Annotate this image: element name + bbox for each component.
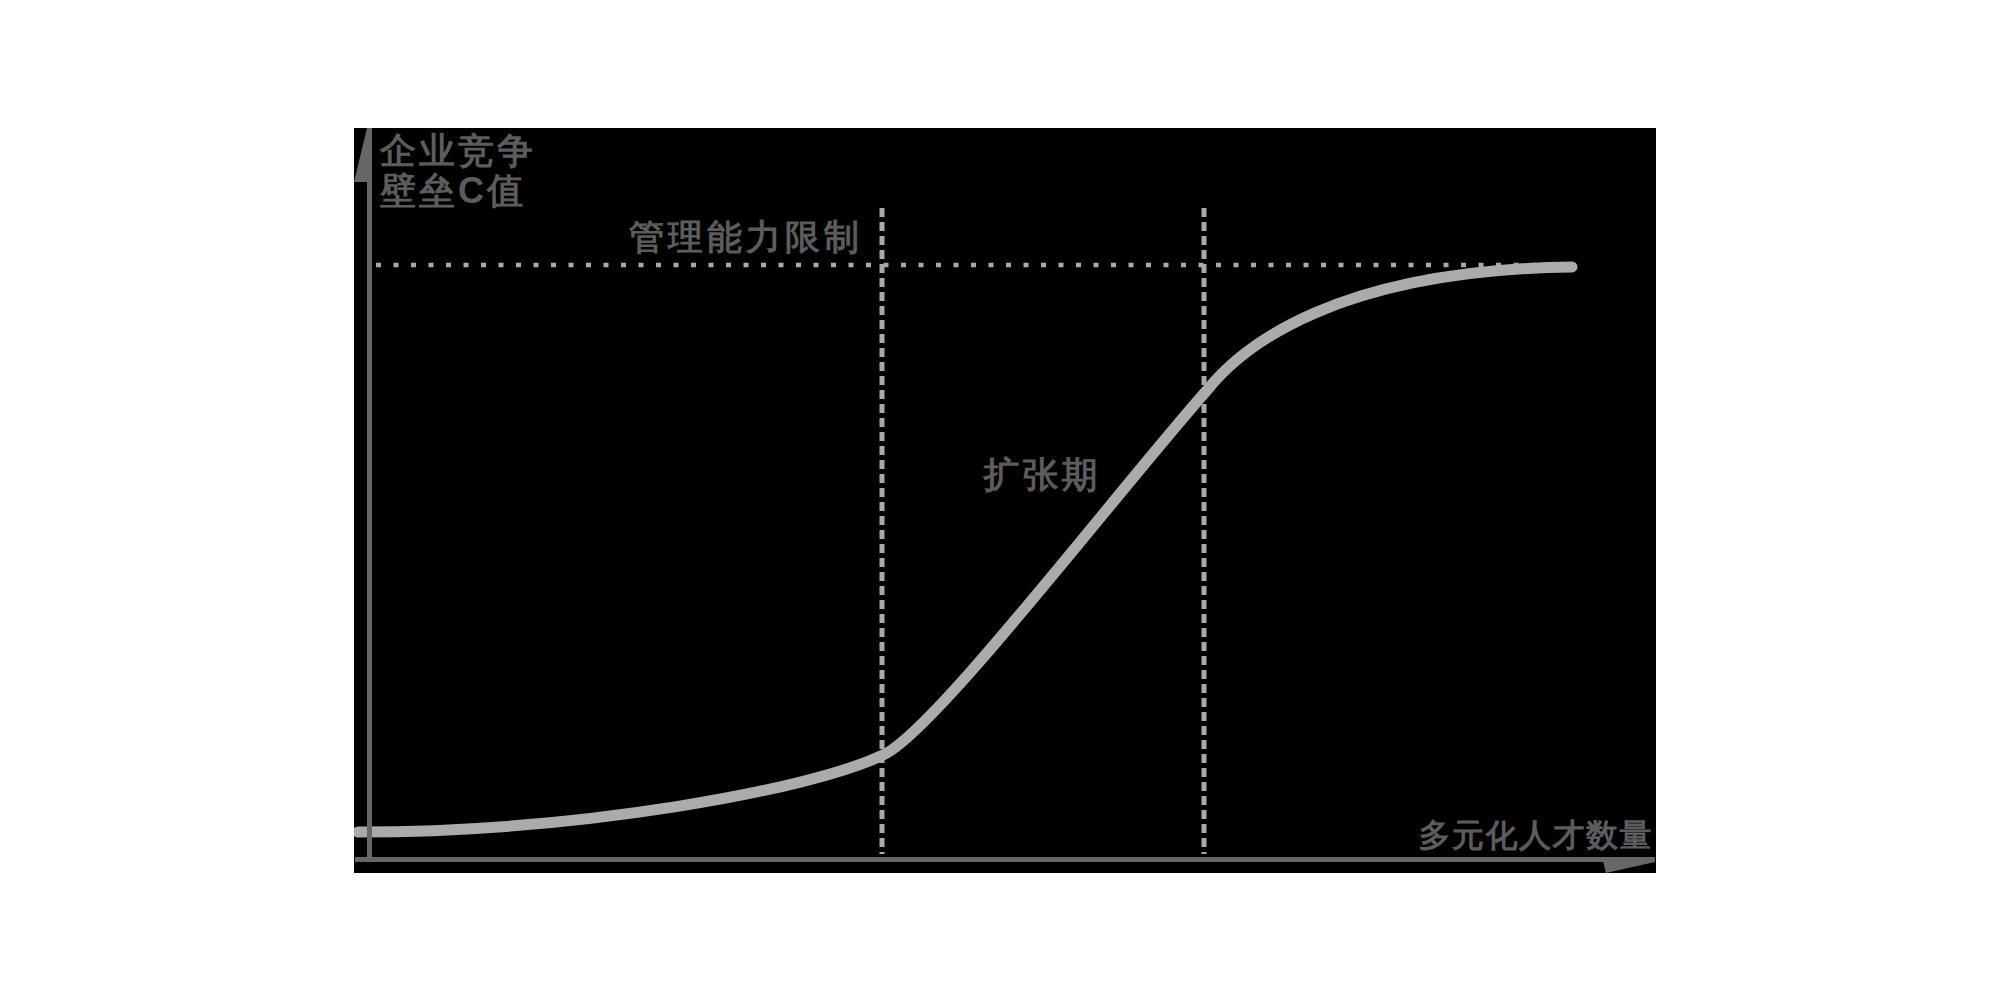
sigmoid-curve	[358, 267, 1572, 832]
diagram-canvas: 企业竞争 壁垒C值 管理能力限制 扩张期 多元化人才数量	[0, 0, 2009, 1000]
y-axis-label-line1: 企业竞争	[379, 130, 536, 171]
sigmoid-chart: 企业竞争 壁垒C值 管理能力限制 扩张期 多元化人才数量	[0, 0, 2009, 1000]
x-axis-arrow-icon	[1602, 857, 1655, 873]
capacity-limit-label: 管理能力限制	[628, 217, 863, 256]
y-axis-label-line2: 壁垒C值	[379, 170, 526, 211]
expansion-phase-label: 扩张期	[982, 454, 1101, 495]
x-axis-label: 多元化人才数量	[1419, 817, 1654, 853]
y-axis-arrow-icon	[354, 128, 372, 182]
